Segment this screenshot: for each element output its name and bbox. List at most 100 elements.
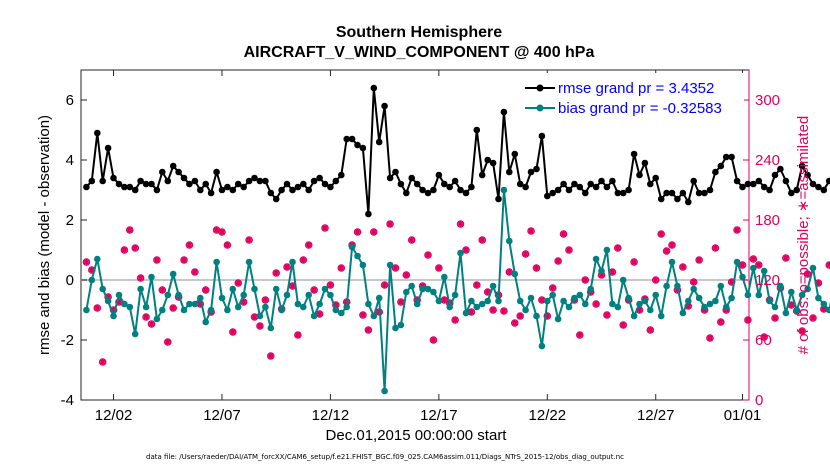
obs-assimilated-point	[337, 264, 345, 272]
obs-assimilated-point	[598, 271, 605, 279]
rmse-point	[489, 159, 497, 167]
bias-point	[755, 291, 763, 299]
bias-point	[695, 294, 703, 302]
obs-assimilated-point	[608, 268, 616, 276]
bias-point	[430, 288, 437, 296]
bias-point	[245, 258, 253, 266]
bias-point	[424, 285, 432, 293]
rmse-point	[495, 195, 502, 203]
bias-point	[614, 303, 622, 311]
rmse-point	[825, 177, 830, 185]
obs-assimilated-point	[93, 304, 101, 312]
rmse-point	[478, 171, 486, 179]
x-tick-label: 12/27	[637, 407, 675, 424]
rmse-point	[126, 183, 134, 191]
rmse-point	[473, 126, 481, 134]
bias-point	[441, 273, 448, 281]
bias-point	[598, 267, 605, 275]
rmse-point	[289, 186, 296, 194]
bias-point	[722, 303, 730, 311]
chart-title-line1: Southern Hemisphere	[336, 24, 502, 41]
rmse-point	[815, 183, 822, 191]
legend-rmse-label: rmse grand pr = 3.4352	[558, 80, 714, 97]
bias-point	[500, 186, 508, 194]
obs-assimilated-point	[755, 261, 763, 269]
bias-point	[560, 297, 567, 305]
obs-assimilated-point	[289, 282, 296, 290]
bias-point	[343, 303, 351, 311]
rmse-point	[435, 171, 443, 179]
obs-assimilated-point	[321, 224, 329, 232]
rmse-point	[316, 174, 323, 182]
bias-point	[381, 387, 388, 395]
rmse-point	[788, 189, 795, 197]
bias-point	[104, 297, 112, 305]
bias-point	[533, 312, 540, 320]
bias-point	[820, 300, 828, 308]
rmse-point	[283, 180, 291, 188]
obs-assimilated-point	[728, 278, 736, 286]
obs-assimilated-point	[614, 244, 622, 252]
bias-point	[576, 291, 584, 299]
bias-point	[511, 270, 519, 278]
bias-point	[603, 246, 611, 254]
obs-assimilated-point	[636, 306, 643, 314]
rmse-point	[370, 84, 378, 92]
rmse-point	[251, 174, 258, 182]
obs-assimilated-point	[435, 264, 443, 272]
rmse-point	[576, 183, 584, 191]
obs-assimilated-point	[522, 250, 530, 258]
obs-assimilated-point	[706, 334, 714, 342]
rmse-point	[717, 162, 725, 170]
legend-rmse-marker	[536, 84, 544, 92]
bias-point	[327, 291, 334, 299]
obs-assimilated-point	[440, 296, 448, 304]
bias-point	[224, 306, 231, 314]
rmse-point	[218, 186, 226, 194]
bias-point	[478, 300, 486, 308]
bias-point	[294, 300, 302, 308]
bias-point	[289, 258, 296, 266]
x-tick-label: 12/17	[420, 407, 458, 424]
bias-point	[403, 288, 410, 296]
obs-assimilated-point	[305, 241, 313, 249]
rmse-point	[809, 180, 817, 188]
rmse-point	[695, 189, 703, 197]
obs-assimilated-point	[549, 284, 557, 292]
rmse-point	[245, 177, 253, 185]
rmse-point	[338, 171, 345, 179]
obs-assimilated-point	[473, 281, 481, 289]
obs-assimilated-point	[186, 241, 193, 249]
bias-point	[83, 306, 90, 314]
rmse-point	[777, 165, 784, 173]
obs-assimilated-point	[332, 301, 340, 309]
obs-assimilated-point	[739, 261, 746, 269]
bias-point	[766, 297, 773, 305]
obs-assimilated-point	[223, 241, 231, 249]
rmse-point	[544, 192, 551, 200]
rmse-point	[560, 180, 567, 188]
rmse-point	[413, 180, 421, 188]
y-tick-label: -2	[61, 332, 74, 349]
rmse-point	[706, 186, 714, 194]
bias-point	[777, 282, 784, 290]
legend-bias-marker	[536, 104, 544, 112]
obs-assimilated-point	[565, 246, 573, 254]
obs-assimilated-point	[283, 263, 291, 271]
y2-tick-label: 240	[755, 152, 780, 169]
x-tick-label: 12/22	[529, 407, 567, 424]
obs-assimilated-point	[684, 302, 692, 310]
obs-assimilated-point	[663, 247, 670, 255]
obs-assimilated-point	[657, 230, 665, 238]
bias-point	[685, 297, 692, 305]
bias-point	[544, 297, 551, 305]
bias-point	[527, 294, 535, 302]
rmse-point	[397, 180, 405, 188]
obs-assimilated-point	[381, 281, 389, 289]
obs-assimilated-point	[711, 244, 719, 252]
bias-point	[582, 300, 589, 308]
x-axis-label: Dec.01,2015 00:00:00 start	[326, 427, 508, 444]
y2-tick-label: 60	[755, 332, 772, 349]
rmse-point	[571, 180, 578, 188]
